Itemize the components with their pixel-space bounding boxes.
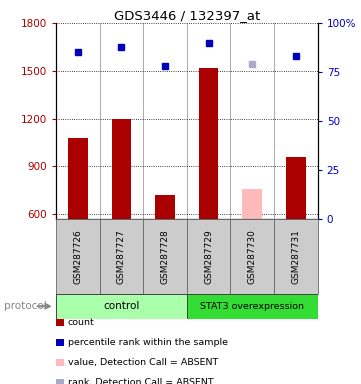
- Text: protocol: protocol: [4, 301, 46, 311]
- Bar: [143, 219, 187, 294]
- Text: STAT3 overexpression: STAT3 overexpression: [200, 302, 304, 311]
- Bar: [56, 219, 100, 294]
- Bar: [187, 294, 318, 319]
- Bar: [56, 294, 187, 319]
- Text: GSM287727: GSM287727: [117, 229, 126, 284]
- Text: GSM287730: GSM287730: [248, 229, 257, 284]
- Title: GDS3446 / 132397_at: GDS3446 / 132397_at: [114, 9, 260, 22]
- Bar: [199, 68, 218, 219]
- Text: rank, Detection Call = ABSENT: rank, Detection Call = ABSENT: [68, 378, 213, 384]
- Bar: [155, 195, 175, 219]
- Bar: [112, 119, 131, 219]
- Bar: [274, 219, 318, 294]
- Text: control: control: [103, 301, 140, 311]
- Text: percentile rank within the sample: percentile rank within the sample: [68, 338, 227, 347]
- Text: count: count: [68, 318, 94, 327]
- Text: GSM287726: GSM287726: [73, 229, 82, 284]
- Bar: [68, 138, 88, 219]
- Bar: [230, 219, 274, 294]
- Text: GSM287729: GSM287729: [204, 229, 213, 284]
- Bar: [286, 157, 306, 219]
- Text: GSM287728: GSM287728: [161, 229, 170, 284]
- Bar: [100, 219, 143, 294]
- Text: GSM287731: GSM287731: [291, 229, 300, 284]
- Text: value, Detection Call = ABSENT: value, Detection Call = ABSENT: [68, 358, 218, 367]
- Bar: [187, 219, 230, 294]
- Bar: [243, 189, 262, 219]
